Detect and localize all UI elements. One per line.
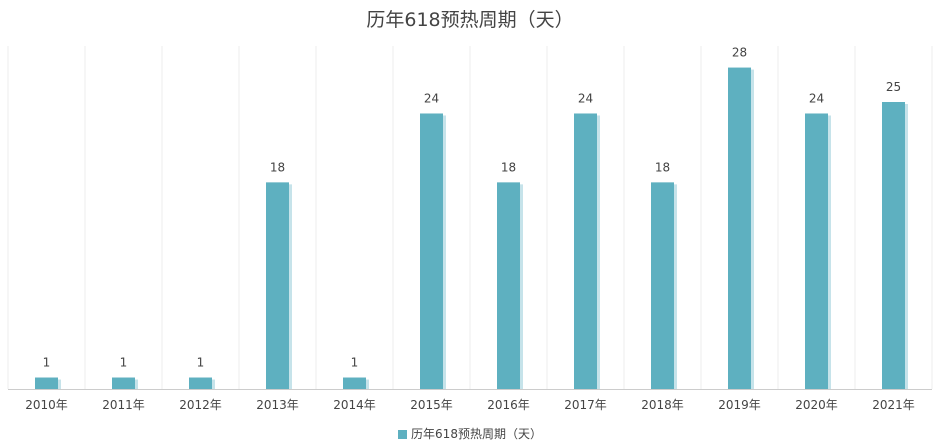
x-tick-label: 2021年 (872, 398, 915, 412)
bar (35, 377, 58, 389)
bar (112, 377, 135, 389)
x-tick-label: 2016年 (487, 398, 530, 412)
x-tick-label: 2013年 (256, 398, 299, 412)
x-tick-label: 2020年 (795, 398, 838, 412)
data-label: 24 (578, 91, 593, 105)
x-tick-label: 2018年 (641, 398, 684, 412)
data-label: 24 (424, 91, 439, 105)
data-label: 25 (886, 80, 901, 94)
bar (343, 377, 366, 389)
data-label: 1 (120, 356, 128, 370)
x-tick-label: 2010年 (25, 398, 68, 412)
bar (728, 67, 751, 389)
bar (189, 377, 212, 389)
data-label: 24 (809, 91, 824, 105)
x-tick-label: 2019年 (718, 398, 761, 412)
data-label: 1 (43, 356, 51, 370)
bar (651, 182, 674, 389)
data-label: 1 (197, 356, 205, 370)
legend[interactable]: 历年618预热周期（天） (0, 425, 940, 442)
bar (266, 182, 289, 389)
x-tick-label: 2012年 (179, 398, 222, 412)
data-label: 28 (732, 46, 747, 60)
x-tick-label: 2014年 (333, 398, 376, 412)
legend-swatch (398, 430, 408, 439)
chart-title: 历年618预热周期（天） (366, 9, 574, 31)
data-label: 18 (270, 160, 285, 174)
bar (882, 102, 905, 389)
x-tick-label: 2015年 (410, 398, 453, 412)
bar (497, 182, 520, 389)
data-label: 18 (501, 160, 516, 174)
bar (574, 113, 597, 389)
x-tick-label: 2017年 (564, 398, 607, 412)
bar (420, 113, 443, 389)
data-label: 1 (351, 356, 359, 370)
bar (805, 113, 828, 389)
x-tick-label: 2011年 (102, 398, 145, 412)
legend-label: 历年618预热周期（天） (411, 427, 542, 441)
data-label: 18 (655, 160, 670, 174)
